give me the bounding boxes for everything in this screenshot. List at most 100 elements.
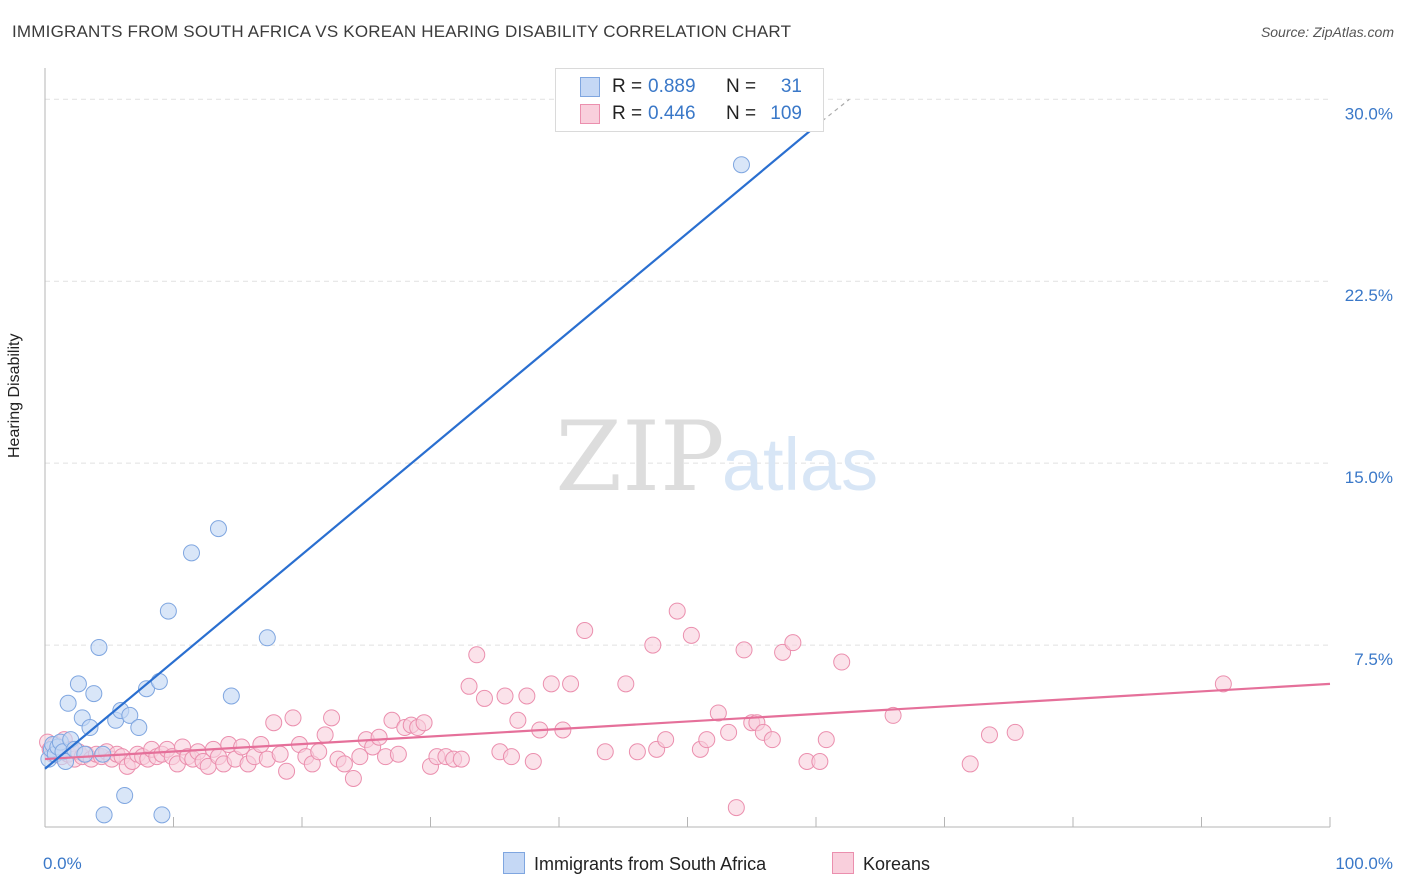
watermark-zip: ZIP xyxy=(555,401,724,513)
korean-point xyxy=(727,799,745,817)
y-tick-label: 7.5% xyxy=(1354,650,1393,669)
korean-point xyxy=(628,743,646,761)
south-africa-point xyxy=(94,745,112,763)
korean-point xyxy=(265,714,283,732)
korean-point xyxy=(682,626,700,644)
korean-point xyxy=(617,675,635,693)
korean-points xyxy=(39,602,1232,817)
watermark: ZIP atlas xyxy=(555,401,878,513)
korean-point xyxy=(763,731,781,749)
x-tick-label: 100.0% xyxy=(1335,854,1393,873)
south-africa-point xyxy=(258,629,276,647)
y-axis-label: Hearing Disability xyxy=(6,333,23,459)
legend-n-label: N = xyxy=(726,103,757,124)
south-africa-point xyxy=(153,806,171,824)
korean-point xyxy=(735,641,753,659)
korean-point xyxy=(542,675,560,693)
chart-title: IMMIGRANTS FROM SOUTH AFRICA VS KOREAN H… xyxy=(12,22,792,41)
korean-point xyxy=(344,769,362,787)
korean-point xyxy=(370,728,388,746)
south-africa-point xyxy=(159,602,177,620)
legend-r-label: R = xyxy=(612,76,643,97)
korean-point xyxy=(316,726,334,744)
korean-point xyxy=(323,709,341,727)
south-africa-point xyxy=(209,520,227,538)
south-africa-point xyxy=(76,745,94,763)
legend-swatch-pink xyxy=(832,852,854,874)
watermark-atlas: atlas xyxy=(722,423,878,506)
korean-point xyxy=(980,726,998,744)
south-africa-trend-extension xyxy=(815,98,850,127)
south-africa-point xyxy=(222,687,240,705)
korean-point xyxy=(415,714,433,732)
korean-point xyxy=(351,748,369,766)
korean-point xyxy=(1214,675,1232,693)
korean-point xyxy=(961,755,979,773)
korean-point xyxy=(271,745,289,763)
south-africa-point xyxy=(150,672,168,690)
korean-point xyxy=(524,753,542,771)
legend-n-label: N = xyxy=(726,76,757,97)
legend-swatch-pink xyxy=(580,104,600,124)
south-africa-point xyxy=(732,156,750,174)
korean-point xyxy=(509,711,527,729)
korean-point xyxy=(698,731,716,749)
korean-point xyxy=(389,745,407,763)
south-africa-point xyxy=(85,685,103,703)
legend-label-south-africa: Immigrants from South Africa xyxy=(534,854,767,874)
south-africa-point xyxy=(81,719,99,737)
axes xyxy=(44,68,1331,828)
legend-n-value: 109 xyxy=(770,103,802,124)
korean-point xyxy=(452,750,470,768)
korean-point xyxy=(335,755,353,773)
legend-r-label: R = xyxy=(612,103,643,124)
y-tick-label: 22.5% xyxy=(1345,286,1393,305)
legend-r-value: 0.446 xyxy=(648,103,696,124)
legend-swatch-blue xyxy=(503,852,525,874)
y-tick-label: 15.0% xyxy=(1345,468,1393,487)
korean-point xyxy=(1006,723,1024,741)
korean-point xyxy=(310,743,328,761)
korean-point xyxy=(518,687,536,705)
legend-swatch-blue xyxy=(580,77,600,97)
south-africa-point xyxy=(59,694,77,712)
korean-point xyxy=(562,675,580,693)
tick-labels: 7.5% 15.0% 22.5% 30.0% 0.0% 100.0% xyxy=(43,104,1393,873)
korean-point xyxy=(833,653,851,671)
legend-item-koreans: Koreans xyxy=(832,852,930,875)
korean-point xyxy=(502,748,520,766)
korean-point xyxy=(668,602,686,620)
south-africa-point xyxy=(138,680,156,698)
legend-r-value: 0.889 xyxy=(648,76,696,97)
correlation-legend: R = 0.889 N = 31 R = 0.446 N = 109 xyxy=(555,68,824,132)
y-tick-label: 30.0% xyxy=(1345,104,1393,123)
korean-point xyxy=(596,743,614,761)
korean-point xyxy=(576,622,594,640)
korean-point xyxy=(644,636,662,654)
korean-point xyxy=(383,711,401,729)
korean-point xyxy=(657,731,675,749)
source-credit: Source: ZipAtlas.com xyxy=(1260,24,1394,40)
south-africa-point xyxy=(95,806,113,824)
korean-point xyxy=(496,687,514,705)
korean-point xyxy=(475,689,493,707)
korean-point xyxy=(720,723,738,741)
korean-point xyxy=(284,709,302,727)
south-africa-point xyxy=(182,544,200,562)
trend-lines xyxy=(44,98,1331,770)
grid xyxy=(45,98,1330,646)
south-africa-point xyxy=(121,706,139,724)
korean-point xyxy=(278,762,296,780)
korean-point xyxy=(811,753,829,771)
legend-item-south-africa: Immigrants from South Africa xyxy=(503,852,766,875)
korean-point xyxy=(252,736,270,754)
legend-label-koreans: Koreans xyxy=(863,854,931,874)
legend-n-value: 31 xyxy=(780,76,802,97)
korean-trend-line xyxy=(44,682,1331,761)
x-tick-label: 0.0% xyxy=(43,854,82,873)
korean-point xyxy=(468,646,486,664)
south-africa-point xyxy=(130,719,148,737)
south-africa-point xyxy=(90,638,108,656)
korean-point xyxy=(884,706,902,724)
korean-point xyxy=(460,677,478,695)
